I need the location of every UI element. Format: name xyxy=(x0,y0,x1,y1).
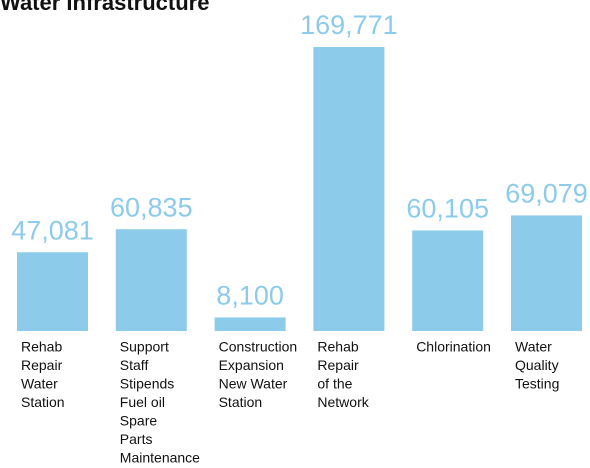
chart-title: Water Infrastructure xyxy=(0,0,209,15)
x-tick-label: of the xyxy=(317,376,352,392)
value-label: 47,081 xyxy=(11,215,94,245)
x-tick-label: New Water xyxy=(219,376,288,392)
bar xyxy=(17,252,88,331)
x-tick-label: Testing xyxy=(515,376,559,392)
x-tick-label: Spare xyxy=(120,413,158,429)
x-tick-label: Station xyxy=(219,394,263,410)
value-label: 60,835 xyxy=(110,192,193,222)
value-label: 8,100 xyxy=(216,281,284,311)
x-tick-label: Support xyxy=(120,339,169,355)
x-tick-label: Repair xyxy=(317,357,359,373)
x-tick-label: Station xyxy=(21,394,65,410)
x-tick-label: Network xyxy=(317,394,369,410)
x-tick-label: Fuel oil xyxy=(120,394,165,410)
x-tick-label: Parts xyxy=(120,431,153,447)
bar xyxy=(511,215,582,331)
x-tick-label: Staff xyxy=(120,357,149,373)
value-label: 69,079 xyxy=(505,179,588,209)
x-tick-label: Rehab xyxy=(317,339,358,355)
x-tick-label: Rehab xyxy=(21,339,62,355)
bar xyxy=(115,229,187,331)
value-label: 60,105 xyxy=(406,194,489,224)
x-tick-label: Maintenance xyxy=(120,450,200,466)
x-tick-label: Chlorination xyxy=(416,339,491,355)
x-tick-label: Quality xyxy=(515,357,559,373)
bar xyxy=(412,230,484,331)
x-tick-label: Expansion xyxy=(219,357,284,373)
bar xyxy=(313,47,385,331)
x-tick-label: Water xyxy=(515,339,552,355)
x-tick-label: Construction xyxy=(219,339,298,355)
x-tick-label: Water xyxy=(21,376,58,392)
bar xyxy=(214,317,286,331)
x-tick-label: Stipends xyxy=(120,376,174,392)
value-label: 169,771 xyxy=(300,10,398,40)
x-tick-label: Repair xyxy=(21,357,63,373)
